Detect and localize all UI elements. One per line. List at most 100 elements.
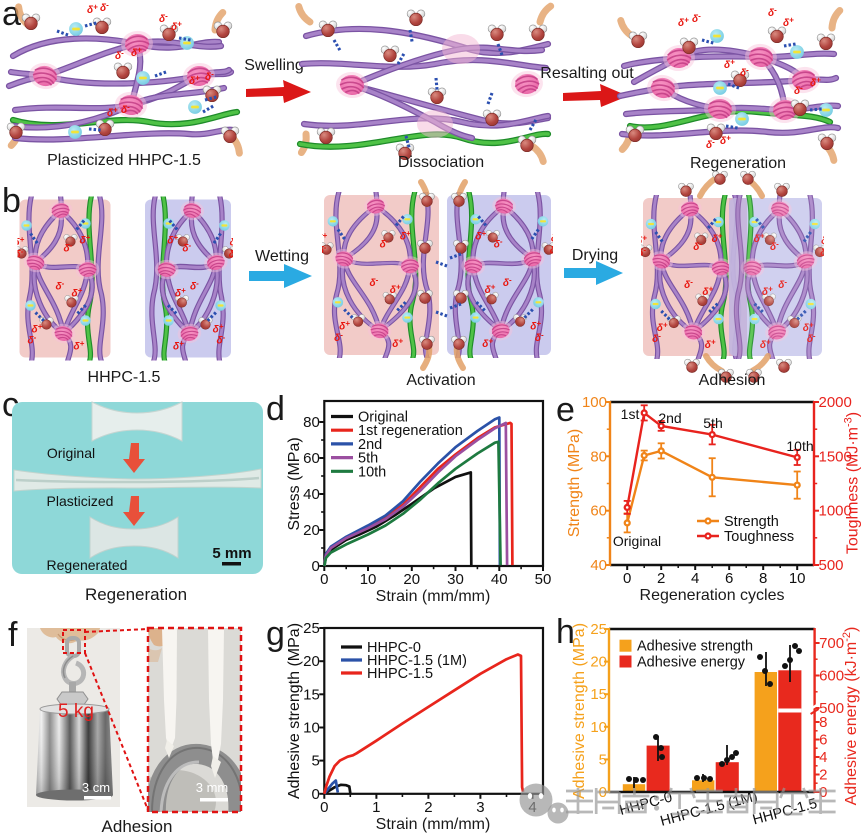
- svg-text:δ+: δ+: [551, 231, 562, 245]
- svg-text:δ-: δ-: [637, 246, 646, 260]
- svg-text:δ-: δ-: [794, 84, 803, 98]
- svg-text:δ+: δ+: [107, 106, 118, 120]
- svg-text:δ-: δ-: [369, 276, 378, 290]
- svg-text:δ-: δ-: [190, 279, 199, 293]
- svg-text:g: g: [266, 615, 285, 653]
- svg-text:δ+: δ+: [316, 231, 327, 245]
- svg-text:HHPC-1.5 (1M): HHPC-1.5 (1M): [367, 653, 467, 669]
- svg-text:δ+: δ+: [657, 321, 668, 335]
- svg-text:0: 0: [819, 784, 827, 801]
- svg-text:4: 4: [691, 570, 699, 587]
- svg-text:0: 0: [320, 571, 328, 588]
- svg-text:δ+: δ+: [131, 46, 142, 60]
- svg-text:6: 6: [725, 570, 733, 587]
- svg-text:Original: Original: [358, 410, 408, 426]
- svg-text:b: b: [2, 182, 21, 220]
- svg-text:δ+: δ+: [803, 321, 814, 335]
- svg-text:60: 60: [590, 503, 607, 520]
- svg-text:h: h: [556, 613, 575, 651]
- svg-text:15: 15: [590, 686, 607, 703]
- svg-text:δ-: δ-: [692, 12, 701, 26]
- svg-text:HHPC-1.5: HHPC-1.5: [88, 369, 161, 386]
- svg-text:δ+: δ+: [810, 76, 821, 90]
- svg-text:3 cm: 3 cm: [82, 780, 110, 795]
- svg-text:Strength (MPa): Strength (MPa): [566, 429, 583, 537]
- svg-text:δ-: δ-: [182, 241, 191, 255]
- svg-text:Strain (mm/mm): Strain (mm/mm): [376, 588, 491, 605]
- svg-text:500: 500: [819, 700, 844, 717]
- svg-text:0: 0: [311, 786, 319, 803]
- svg-text:Adhesive strength: Adhesive strength: [637, 639, 753, 655]
- svg-text:40: 40: [590, 557, 607, 574]
- svg-text:100: 100: [582, 394, 607, 411]
- svg-text:δ+: δ+: [80, 233, 91, 247]
- svg-text:δ-: δ-: [535, 330, 544, 344]
- svg-text:25: 25: [590, 621, 607, 638]
- svg-text:1: 1: [372, 799, 380, 816]
- svg-text:δ-: δ-: [15, 247, 24, 261]
- svg-text:1st regeneration: 1st regeneration: [358, 423, 463, 439]
- svg-text:10: 10: [789, 570, 806, 587]
- svg-text:δ-: δ-: [740, 66, 749, 80]
- svg-text:2: 2: [424, 799, 432, 816]
- svg-text:δ+: δ+: [392, 336, 403, 350]
- svg-text:Regeneration cycles: Regeneration cycles: [640, 587, 785, 604]
- svg-text:δ+: δ+: [32, 322, 43, 336]
- svg-text:δ-: δ-: [768, 6, 777, 20]
- svg-text:δ-: δ-: [159, 12, 168, 26]
- svg-text:Adhesion: Adhesion: [102, 817, 173, 834]
- svg-text:Drying: Drying: [572, 247, 618, 264]
- svg-text:δ-: δ-: [503, 276, 512, 290]
- svg-text:2nd: 2nd: [358, 437, 382, 453]
- svg-text:δ-: δ-: [216, 333, 225, 347]
- svg-text:δ+: δ+: [213, 322, 224, 336]
- svg-text:15: 15: [303, 686, 320, 703]
- svg-text:1000: 1000: [819, 503, 852, 520]
- svg-text:Adhesive energy: Adhesive energy: [637, 655, 746, 671]
- svg-text:δ+: δ+: [636, 234, 647, 248]
- svg-text:8: 8: [819, 714, 827, 731]
- svg-text:Regeneration: Regeneration: [690, 155, 786, 172]
- svg-text:Original: Original: [47, 445, 95, 461]
- svg-text:Strain (mm/mm): Strain (mm/mm): [376, 816, 491, 833]
- svg-text:20: 20: [590, 654, 607, 671]
- svg-text:30: 30: [447, 571, 464, 588]
- svg-text:20: 20: [303, 653, 320, 670]
- svg-text:0: 0: [311, 558, 319, 575]
- svg-text:Strength: Strength: [724, 514, 779, 530]
- svg-text:1500: 1500: [819, 448, 852, 465]
- svg-text:2000: 2000: [819, 394, 852, 411]
- svg-text:δ+: δ+: [339, 319, 350, 333]
- svg-text:δ-: δ-: [778, 278, 787, 292]
- svg-text:δ+: δ+: [762, 285, 773, 299]
- svg-text:δ+: δ+: [712, 232, 723, 246]
- svg-text:HHPC-0: HHPC-0: [367, 640, 421, 656]
- svg-text:δ+: δ+: [175, 286, 186, 300]
- svg-text:Stress (MPa): Stress (MPa): [286, 437, 303, 530]
- svg-text:Wetting: Wetting: [255, 248, 309, 265]
- svg-text:δ+: δ+: [485, 283, 496, 297]
- svg-text:3: 3: [476, 799, 484, 816]
- svg-text:δ-: δ-: [706, 138, 715, 152]
- svg-text:δ+: δ+: [705, 338, 716, 352]
- svg-text:Toughness (MJ·m-3): Toughness (MJ·m-3): [843, 412, 862, 554]
- svg-text:0: 0: [320, 799, 328, 816]
- svg-text:2: 2: [657, 570, 665, 587]
- svg-text:δ-: δ-: [115, 49, 124, 63]
- svg-text:δ-: δ-: [229, 247, 238, 261]
- svg-text:8: 8: [759, 570, 767, 587]
- svg-text:25: 25: [303, 620, 320, 637]
- svg-text:5: 5: [599, 751, 607, 768]
- svg-text:δ-: δ-: [684, 278, 693, 292]
- svg-text:δ-: δ-: [205, 70, 214, 84]
- svg-text:Activation: Activation: [406, 372, 475, 389]
- svg-text:80: 80: [303, 414, 320, 431]
- svg-text:Dissociation: Dissociation: [398, 154, 484, 171]
- svg-text:δ+: δ+: [720, 134, 731, 148]
- svg-text:δ-: δ-: [652, 332, 661, 346]
- svg-text:δ+: δ+: [173, 339, 184, 353]
- svg-text:0: 0: [623, 570, 631, 587]
- svg-text:δ-: δ-: [100, 1, 109, 15]
- svg-text:5 mm: 5 mm: [212, 545, 251, 562]
- svg-text:2: 2: [819, 767, 827, 784]
